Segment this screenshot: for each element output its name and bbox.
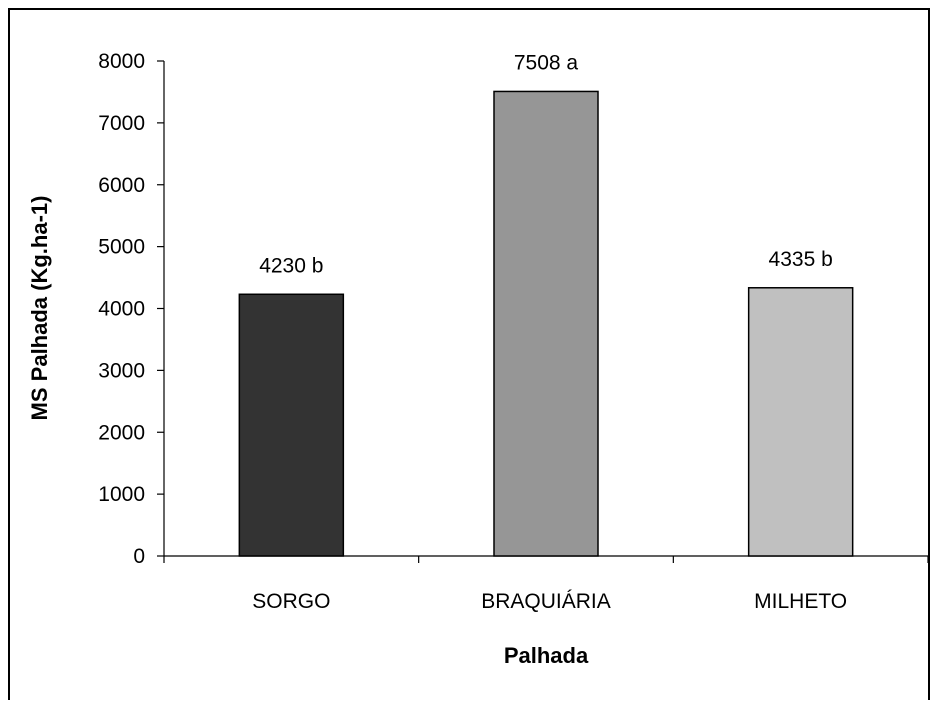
y-axis: 0 1000 2000 3000 4000 5000 6000 7000 8000 [98,50,164,568]
bar-braquiaria [494,91,598,556]
y-tick-label: 5000 [98,236,145,259]
y-tick-label: 7000 [98,112,145,135]
bar-sorgo [239,294,343,556]
y-tick-label: 4000 [98,298,145,321]
data-label: 7508 a [514,51,579,74]
x-axis: SORGO BRAQUIÁRIA MILHETO [164,556,928,613]
bar-milheto [749,288,853,556]
x-category-label: SORGO [252,590,330,613]
x-axis-title: Palhada [504,643,589,668]
y-tick-label: 6000 [98,174,145,197]
x-category-label: MILHETO [754,590,847,613]
data-label: 4230 b [259,254,323,277]
x-category-label: BRAQUIÁRIA [481,590,611,613]
data-label: 4335 b [769,248,833,271]
y-axis-title: MS Palhada (Kg.ha-1) [27,196,52,421]
y-tick-label: 3000 [98,359,145,382]
bars [239,91,852,556]
y-tick-label: 8000 [98,50,145,73]
y-tick-label: 0 [133,545,145,568]
y-tick-label: 1000 [98,483,145,506]
y-tick-label: 2000 [98,421,145,444]
